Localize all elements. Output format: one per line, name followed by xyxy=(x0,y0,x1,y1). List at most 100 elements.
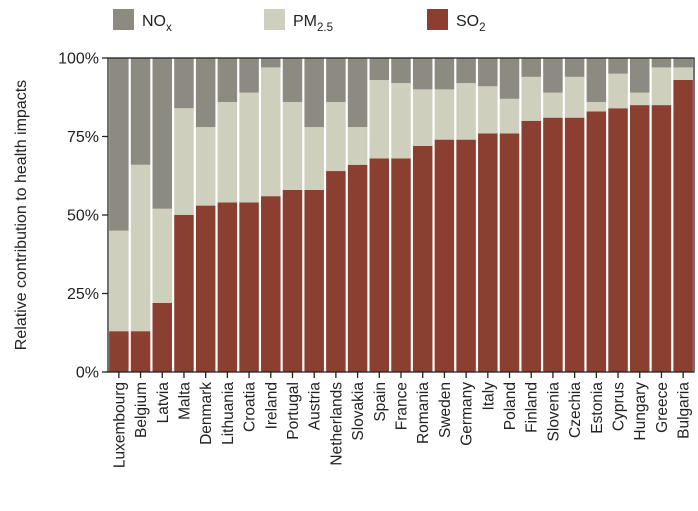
bar-so2-lithuania xyxy=(217,202,238,372)
x-tick-label-cyprus: Cyprus xyxy=(611,382,628,431)
bar-nox-estonia xyxy=(586,58,607,102)
bar-pm25-netherlands xyxy=(326,101,346,172)
bar-nox-poland xyxy=(499,58,520,99)
legend-label-nox: NOx xyxy=(142,13,172,34)
y-tick-label: 25% xyxy=(67,286,99,303)
x-tick-label-estonia: Estonia xyxy=(589,382,606,434)
bar-nox-malta xyxy=(174,58,194,109)
legend-swatch-pm25 xyxy=(264,9,285,30)
x-tick-label-malta: Malta xyxy=(176,382,193,420)
bar-nox-luxembourg xyxy=(109,58,129,231)
bar-pm25-latvia xyxy=(152,208,173,303)
x-tick-label-austria: Austria xyxy=(307,382,324,431)
x-tick-label-sweden: Sweden xyxy=(437,382,454,438)
bar-nox-belgium xyxy=(130,58,151,165)
x-tick-label-germany: Germany xyxy=(459,382,476,446)
bar-nox-slovakia xyxy=(347,58,368,128)
bar-pm25-spain xyxy=(369,79,390,159)
bar-so2-slovenia xyxy=(543,117,563,372)
bar-pm25-finland xyxy=(521,76,541,121)
bar-pm25-romania xyxy=(412,89,433,146)
x-tick-label-italy: Italy xyxy=(480,382,497,411)
bar-so2-czechia xyxy=(564,117,585,372)
x-tick-label-poland: Poland xyxy=(502,382,519,430)
x-tick-label-france: France xyxy=(394,382,411,430)
x-tick-label-belgium: Belgium xyxy=(133,382,150,438)
y-axis-title: Relative contribution to health impacts xyxy=(13,80,30,350)
bar-so2-cyprus xyxy=(608,108,628,373)
bar-so2-bulgaria xyxy=(673,79,693,372)
bar-so2-slovakia xyxy=(347,164,368,372)
bar-pm25-ireland xyxy=(261,67,281,197)
bar-nox-austria xyxy=(304,58,324,128)
x-tick-label-romania: Romania xyxy=(415,382,432,444)
x-tick-label-spain: Spain xyxy=(372,382,389,422)
bar-so2-austria xyxy=(304,189,324,372)
bar-pm25-cyprus xyxy=(608,73,628,109)
bar-pm25-luxembourg xyxy=(109,230,129,332)
x-tick-label-netherlands: Netherlands xyxy=(328,382,345,466)
legend-swatch-nox xyxy=(113,9,134,30)
y-tick-label: 75% xyxy=(67,129,99,146)
bar-nox-greece xyxy=(651,58,672,68)
bar-pm25-sweden xyxy=(434,89,455,140)
bar-pm25-italy xyxy=(478,86,498,134)
x-tick-label-lithuania: Lithuania xyxy=(220,382,237,445)
bar-so2-luxembourg xyxy=(109,331,129,372)
bar-pm25-belgium xyxy=(130,164,151,332)
bar-so2-estonia xyxy=(586,111,607,372)
bar-pm25-lithuania xyxy=(217,101,238,203)
bar-so2-france xyxy=(391,158,411,372)
bar-so2-sweden xyxy=(434,139,455,372)
legend: NOx PM2.5 SO2 xyxy=(113,9,486,34)
y-tick-label: 100% xyxy=(58,51,99,68)
bar-pm25-malta xyxy=(174,108,194,215)
x-tick-label-bulgaria: Bulgaria xyxy=(676,382,693,439)
bars xyxy=(107,57,695,373)
bar-so2-spain xyxy=(369,158,390,372)
bar-nox-lithuania xyxy=(217,58,238,102)
bar-pm25-slovakia xyxy=(347,127,368,165)
x-tick-label-croatia: Croatia xyxy=(242,382,259,432)
bar-pm25-poland xyxy=(499,98,520,134)
bar-nox-latvia xyxy=(152,58,173,209)
bar-pm25-germany xyxy=(456,83,476,140)
legend-swatch-so2 xyxy=(427,9,448,30)
bar-so2-poland xyxy=(499,133,520,372)
bar-pm25-austria xyxy=(304,127,324,190)
bar-so2-romania xyxy=(412,145,433,372)
x-tick-label-luxembourg: Luxembourg xyxy=(111,382,128,468)
bar-pm25-hungary xyxy=(629,92,650,106)
x-tick-label-denmark: Denmark xyxy=(198,382,215,445)
bar-nox-slovenia xyxy=(543,58,563,93)
x-tick-label-greece: Greece xyxy=(654,382,671,433)
bar-so2-finland xyxy=(521,120,541,372)
bar-nox-spain xyxy=(369,58,390,80)
x-tick-label-ireland: Ireland xyxy=(263,382,280,429)
bar-nox-cyprus xyxy=(608,58,628,74)
bar-pm25-croatia xyxy=(239,92,259,203)
bar-pm25-denmark xyxy=(195,127,216,206)
bar-nox-czechia xyxy=(564,58,585,77)
bar-nox-finland xyxy=(521,58,541,77)
y-tick-label: 0% xyxy=(76,365,99,382)
bar-nox-france xyxy=(391,58,411,84)
bar-nox-netherlands xyxy=(326,58,346,102)
bar-so2-portugal xyxy=(282,189,303,372)
bar-so2-greece xyxy=(651,105,672,372)
y-tick-label: 50% xyxy=(67,208,99,225)
x-tick-label-latvia: Latvia xyxy=(155,382,172,424)
x-tick-label-portugal: Portugal xyxy=(285,382,302,440)
bar-so2-malta xyxy=(174,215,194,372)
bar-nox-croatia xyxy=(239,58,259,93)
x-tick-label-slovenia: Slovenia xyxy=(545,382,562,442)
bar-pm25-estonia xyxy=(586,101,607,112)
bar-pm25-greece xyxy=(651,67,672,106)
bar-nox-hungary xyxy=(629,58,650,93)
bar-so2-netherlands xyxy=(326,171,346,372)
bar-nox-ireland xyxy=(261,58,281,68)
y-axis: 0% 25% 50% 75% 100% xyxy=(58,51,108,382)
bar-nox-bulgaria xyxy=(673,58,693,68)
bar-nox-sweden xyxy=(434,58,455,90)
